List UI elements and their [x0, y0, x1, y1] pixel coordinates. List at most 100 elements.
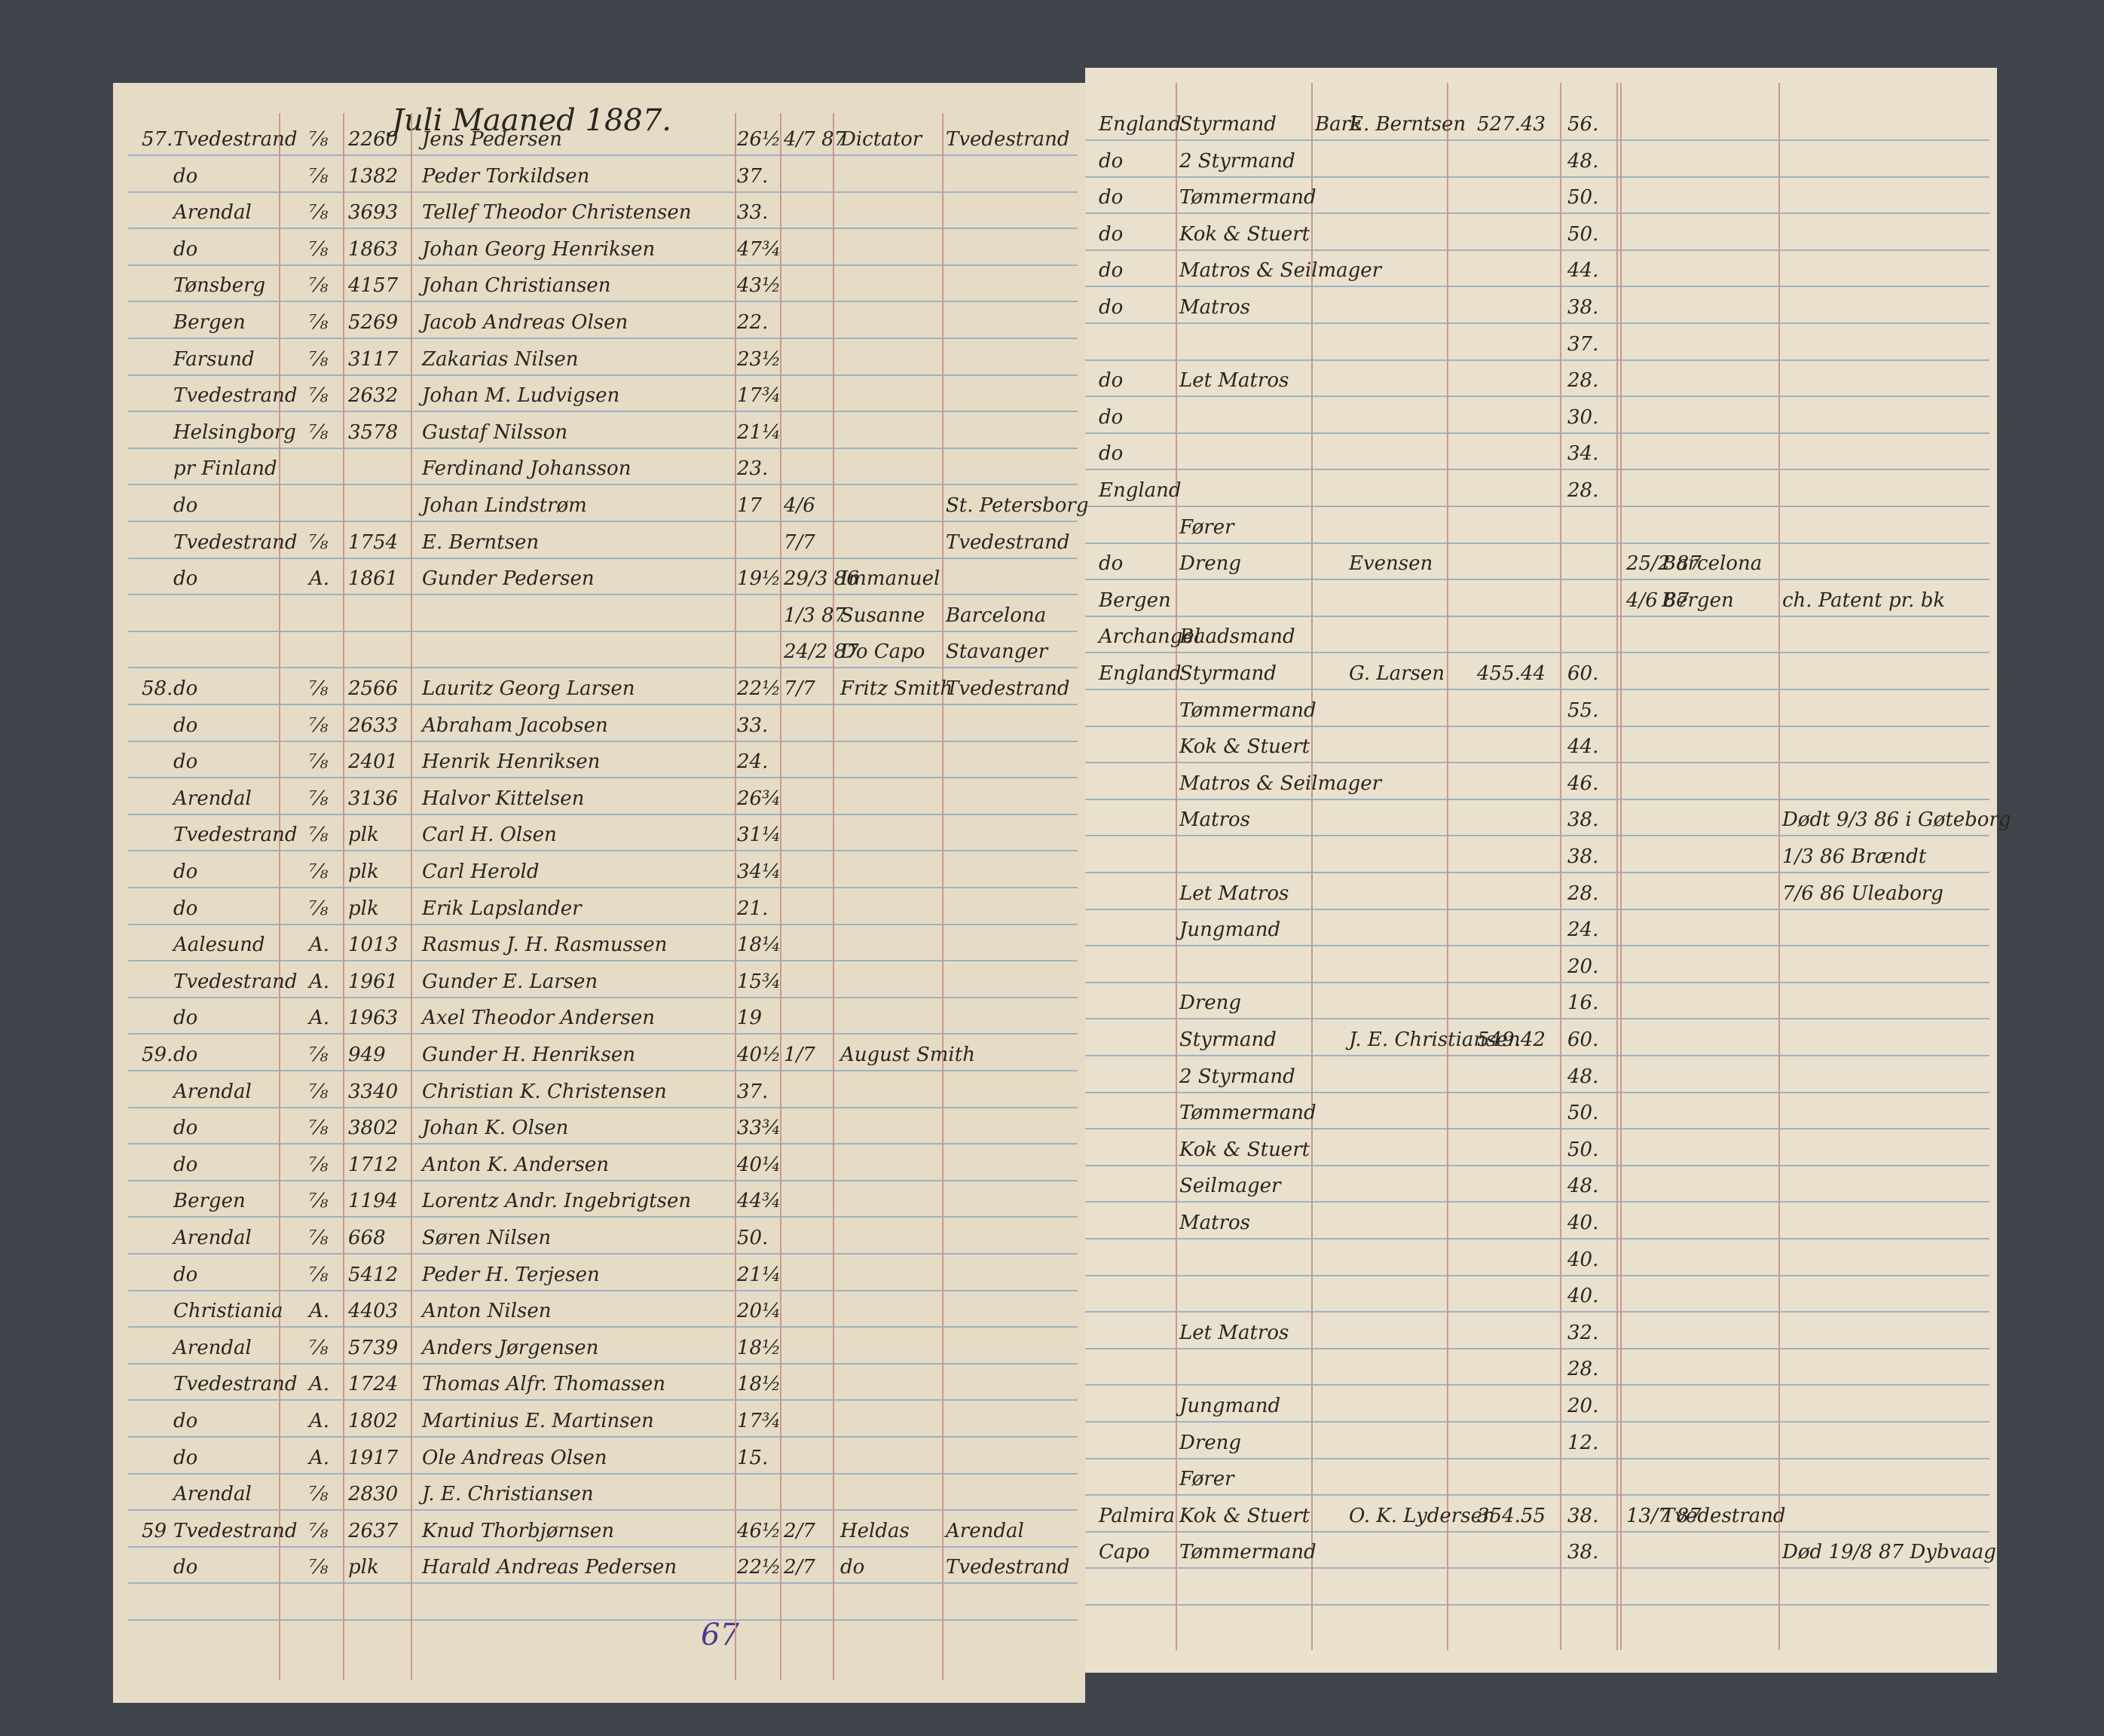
- entry-rank: Styrmand: [1179, 1028, 1277, 1051]
- entry-rank: Let Matros: [1179, 882, 1289, 905]
- column-line: [411, 113, 412, 1680]
- entry-wage: 32.: [1567, 1321, 1599, 1344]
- entry-age: 21¼: [737, 1263, 781, 1286]
- entry-age: 33.: [737, 201, 769, 225]
- entry-captain: E. Berntsen: [1349, 113, 1466, 136]
- ruled-line: [128, 1472, 1078, 1475]
- entry-place: do: [173, 1263, 198, 1286]
- entry-name: Abraham Jacobsen: [422, 714, 608, 737]
- entry-note: Død 19/8 87 Dybvaag: [1782, 1541, 1996, 1564]
- entry-age: 23.: [737, 457, 769, 481]
- ruled-line: [128, 850, 1078, 852]
- entry-cls: ⅞: [309, 824, 329, 847]
- entry-age: 34¼: [737, 860, 781, 883]
- entry-cls: ⅞: [309, 677, 329, 700]
- ruled-line: [1085, 725, 1989, 727]
- entry-num: 2637: [348, 1519, 399, 1542]
- entry-captain: Evensen: [1349, 552, 1433, 576]
- entry-name: Harald Andreas Pedersen: [422, 1556, 677, 1579]
- ruled-line: [128, 301, 1078, 303]
- entry-cls: ⅞: [309, 1044, 329, 1066]
- entry-place: Tvedestrand: [173, 970, 298, 993]
- entry-rank: Matros & Seilmager: [1179, 772, 1382, 795]
- entry-place: do: [173, 1117, 198, 1140]
- entry-note: 7/6 86 Uleaborg: [1782, 882, 1943, 905]
- entry-age: 15.: [737, 1446, 769, 1469]
- entry-rank: Matros: [1179, 1212, 1250, 1234]
- entry-wage: 38.: [1567, 1541, 1599, 1564]
- entry-wage: 48.: [1567, 1065, 1599, 1088]
- ruled-line: [128, 960, 1078, 962]
- entry-rank: Matros & Seilmager: [1179, 259, 1382, 283]
- entry-place: Tvedestrand: [173, 384, 298, 408]
- entry-dest: Barcelona: [946, 604, 1047, 627]
- entry-rank: Seilmager: [1179, 1175, 1281, 1198]
- entry-name: Johan K. Olsen: [422, 1117, 569, 1140]
- entry-num: 2401: [348, 750, 399, 774]
- entry-place: Aalesund: [173, 934, 265, 957]
- entry-name: Jacob Andreas Olsen: [422, 311, 628, 334]
- entry-num: 2260: [348, 128, 399, 151]
- entry-age: 40½: [737, 1044, 781, 1066]
- ruled-line: [128, 1582, 1078, 1585]
- ruled-line: [1085, 322, 1989, 324]
- entry-captain: J. E. Christiansen: [1349, 1028, 1521, 1051]
- entry-wage: 38.: [1567, 296, 1599, 319]
- entry-country: England: [1099, 662, 1182, 685]
- ruled-line: [128, 484, 1078, 486]
- ruled-line: [1085, 1311, 1989, 1313]
- entry-name: Zakarias Nilsen: [422, 347, 579, 371]
- entry-num: 1382: [348, 164, 399, 188]
- entry-port: Bergen: [1662, 588, 1734, 612]
- column-line: [1778, 83, 1780, 1650]
- ruled-line: [1085, 1530, 1989, 1533]
- ruled-line: [1085, 396, 1989, 398]
- entry-place: do: [173, 567, 198, 591]
- entry-wage: 12.: [1567, 1431, 1599, 1454]
- entry-age: 43½: [737, 274, 781, 298]
- entry-place: Tvedestrand: [173, 1373, 298, 1396]
- ruled-line: [1085, 506, 1989, 507]
- ruled-line: [128, 1509, 1078, 1511]
- entry-rank: Kok & Stuert: [1179, 1138, 1310, 1161]
- entry-cls: ⅞: [309, 750, 329, 774]
- ruled-line: [1085, 1274, 1989, 1276]
- entry-date: 1/3 87: [784, 604, 847, 627]
- entry-place: do: [173, 1556, 198, 1579]
- entry-age: 15¾: [737, 970, 781, 993]
- entry-num: 2830: [348, 1483, 399, 1506]
- entry-name: Anders Jørgensen: [422, 1336, 599, 1359]
- entry-cls: ⅞: [309, 311, 329, 334]
- entry-place: Farsund: [173, 347, 255, 371]
- entry-rank: Tømmermand: [1179, 1541, 1317, 1564]
- entry-place: do: [173, 750, 198, 774]
- ruled-line: [128, 1179, 1078, 1181]
- entry-kind: Bark: [1315, 113, 1362, 136]
- entry-num: 2566: [348, 677, 399, 700]
- entry-wage: 38.: [1567, 845, 1599, 868]
- ruled-line: [1085, 615, 1989, 617]
- entry-rank: Kok & Stuert: [1179, 1504, 1310, 1527]
- entry-wage: 40.: [1567, 1248, 1599, 1271]
- entry-captain: O. K. Lydersen: [1349, 1504, 1495, 1527]
- ruled-line: [1085, 139, 1989, 141]
- entry-wage: 50.: [1567, 1138, 1599, 1161]
- entry-place: do: [173, 1446, 198, 1469]
- entry-name: Martinius E. Martinsen: [422, 1410, 654, 1432]
- ruled-line: [128, 1289, 1078, 1291]
- entry-cls: A.: [309, 1410, 330, 1432]
- entry-age: 17¾: [737, 384, 781, 408]
- entry-no: 57.: [142, 128, 173, 151]
- ruled-line: [1085, 762, 1989, 764]
- entry-age: 19: [737, 1007, 763, 1030]
- entry-num: 1194: [348, 1190, 399, 1213]
- entry-place: do: [173, 1044, 198, 1066]
- ruled-line: [1085, 1457, 1989, 1459]
- entry-wage: 30.: [1567, 405, 1599, 429]
- entry-place: do: [173, 1007, 198, 1030]
- entry-num: 5412: [348, 1263, 399, 1286]
- right-page: [1085, 68, 1997, 1673]
- entry-name: Axel Theodor Andersen: [422, 1007, 655, 1030]
- entry-place: do: [173, 1153, 198, 1176]
- entry-place: do: [173, 860, 198, 883]
